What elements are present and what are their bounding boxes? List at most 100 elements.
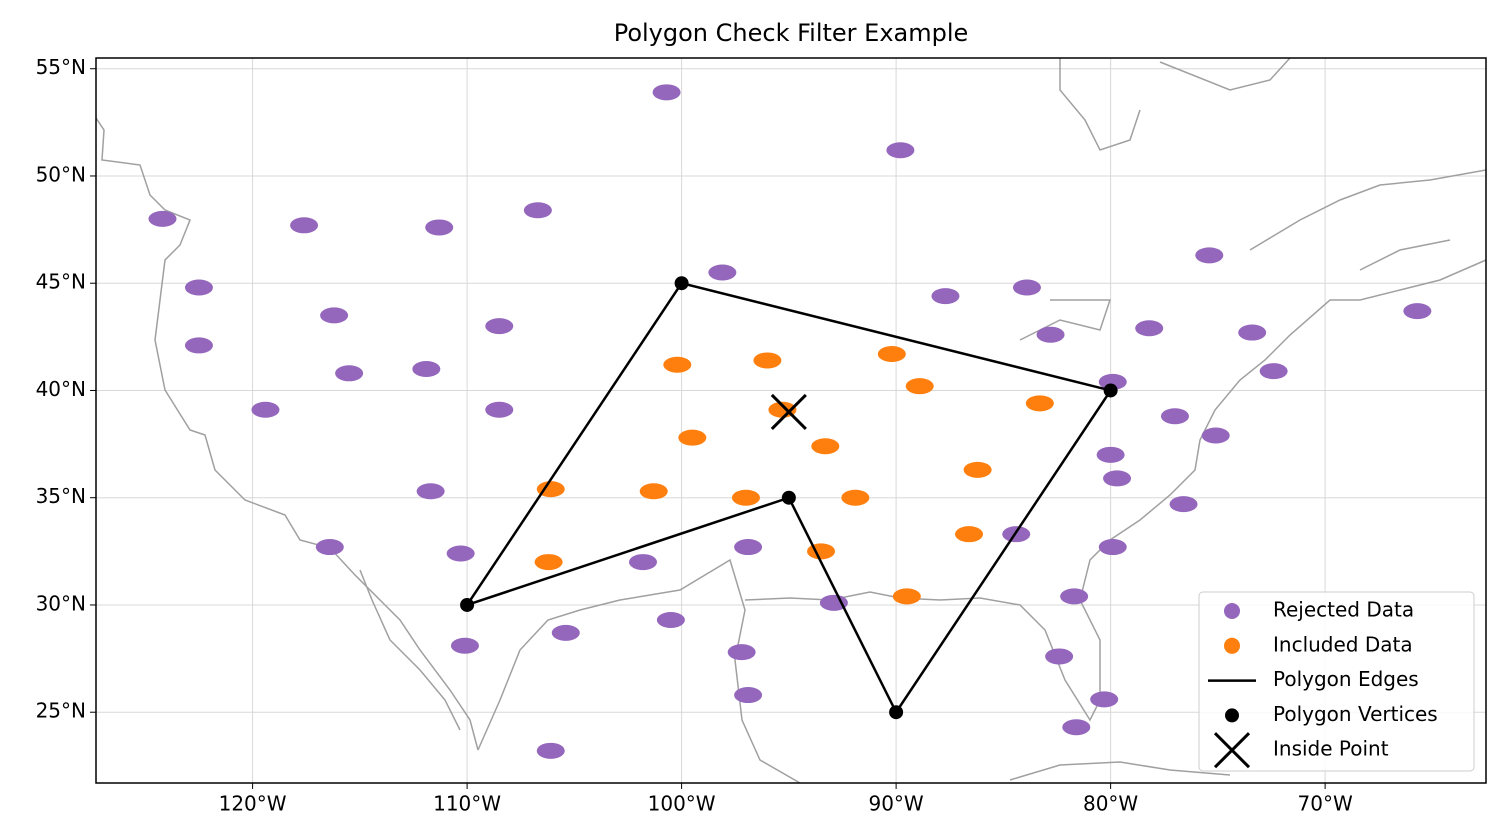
data-point [148, 210, 177, 227]
data-point [628, 554, 657, 571]
polygon-vertex [781, 490, 796, 505]
data-point [963, 461, 992, 478]
data-point [536, 481, 565, 498]
coastline [744, 259, 1486, 722]
x-tick-label: 90°W [868, 792, 923, 816]
data-point [841, 489, 870, 506]
data-point [1062, 719, 1091, 736]
data-point [807, 543, 836, 560]
legend-label: Inside Point [1273, 737, 1389, 761]
data-point [450, 637, 479, 654]
y-tick-label: 55°N [36, 55, 86, 79]
data-point [446, 545, 475, 562]
coastline [1249, 169, 1486, 271]
data-point [639, 483, 668, 500]
data-point [1045, 648, 1074, 665]
y-tick-label: 40°N [36, 377, 86, 401]
coastline [96, 117, 479, 751]
marks [148, 84, 1432, 759]
legend-label: Polygon Edges [1273, 667, 1419, 691]
coastline [1059, 58, 1291, 151]
data-point [184, 279, 213, 296]
data-point [931, 288, 960, 305]
data-point [315, 539, 344, 556]
polygon-vertex [674, 276, 689, 291]
coastlines [96, 58, 1486, 783]
polygon-vertex [889, 705, 904, 720]
x-stroke [770, 393, 807, 430]
data-point [819, 594, 848, 611]
data-point [1160, 408, 1189, 425]
polygon-vertex [1103, 383, 1118, 398]
data-point [905, 378, 934, 395]
y-tick-label: 25°N [36, 699, 86, 723]
legend-label: Included Data [1273, 632, 1413, 656]
data-point [1259, 363, 1288, 380]
data-point [727, 644, 756, 661]
x-tick-label: 110°W [433, 792, 501, 816]
chart-title: Polygon Check Filter Example [614, 19, 969, 47]
data-point [708, 264, 737, 281]
data-point [320, 307, 349, 324]
data-point [734, 539, 763, 556]
legend: Rejected Data Included Data Polygon Edges P… [1208, 598, 1438, 769]
legend-box [1198, 591, 1475, 772]
data-point [534, 554, 563, 571]
data-point [1096, 446, 1125, 463]
data-point [678, 429, 707, 446]
data-point [1201, 427, 1230, 444]
data-point [1103, 470, 1132, 487]
data-point [892, 588, 921, 605]
data-point [1036, 326, 1065, 343]
data-point [1090, 691, 1119, 708]
coastline [1009, 299, 1231, 781]
data-point [485, 401, 514, 418]
polygon-edges [466, 281, 1113, 715]
data-point [652, 84, 681, 101]
data-point [536, 742, 565, 759]
data-point [1195, 247, 1224, 264]
data-point [734, 687, 763, 704]
data-point [1025, 395, 1054, 412]
data-point [425, 219, 454, 236]
data-point [1060, 588, 1089, 605]
legend-label: Rejected Data [1273, 598, 1414, 622]
data-point [551, 624, 580, 641]
x-tick-label: 100°W [648, 792, 716, 816]
data-point [1135, 320, 1164, 337]
y-tick-label: 50°N [36, 162, 86, 186]
data-point [731, 489, 760, 506]
data-point [955, 526, 984, 543]
data-point [184, 337, 213, 354]
x-tick-label: 120°W [219, 792, 287, 816]
data-point [1403, 303, 1432, 320]
coastline [477, 558, 801, 783]
coastline [359, 569, 461, 731]
data-point [251, 401, 280, 418]
inside-point [770, 393, 807, 430]
legend-label: Polygon Vertices [1273, 702, 1438, 726]
data-point [290, 217, 319, 234]
data-point [1169, 496, 1198, 513]
y-tick-label: 35°N [36, 484, 86, 508]
x-tick-label: 70°W [1298, 792, 1353, 816]
data-point [416, 483, 445, 500]
data-point [1098, 539, 1127, 556]
legend-marker [1225, 708, 1239, 723]
data-point [1238, 324, 1267, 341]
data-point [335, 365, 364, 382]
polygon-vertex [460, 597, 475, 612]
data-point [1012, 279, 1041, 296]
x-stroke [1213, 732, 1251, 769]
data-point [523, 202, 552, 219]
y-tick-label: 45°N [36, 270, 86, 294]
legend-marker [1224, 603, 1240, 619]
legend-marker [1213, 732, 1251, 769]
data-point [412, 361, 441, 378]
tick-labels: 120°W 110°W 100°W 90°W 80°W 70°W 25°N 30°N 35°N 4… [36, 55, 1353, 815]
data-point [663, 356, 692, 373]
data-point [886, 142, 915, 159]
x-tick-label: 80°W [1083, 792, 1138, 816]
data-point [877, 346, 906, 363]
